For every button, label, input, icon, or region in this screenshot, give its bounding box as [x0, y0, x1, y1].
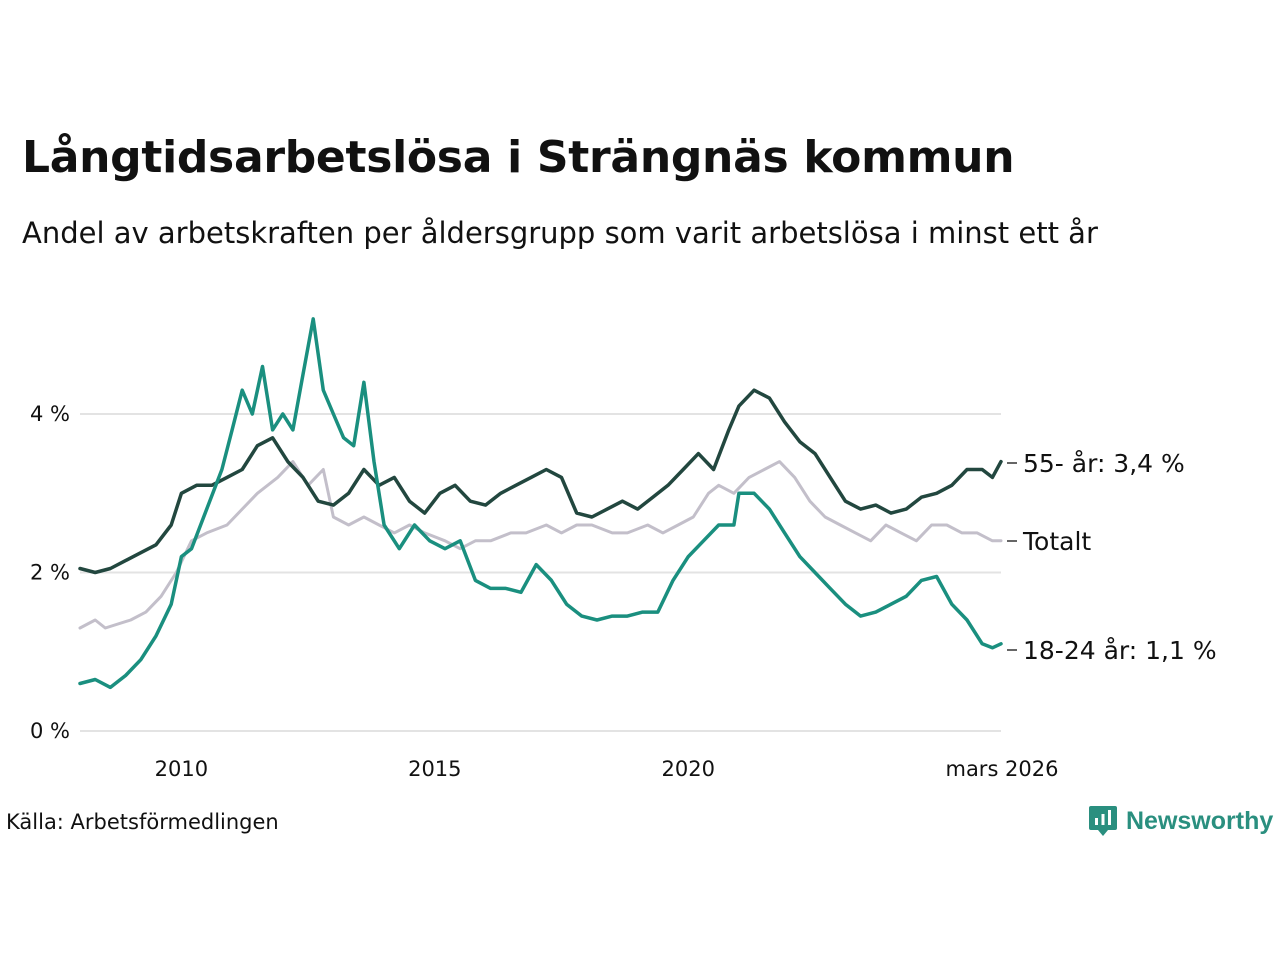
end-label-totalt: Totalt: [1022, 527, 1091, 556]
x-tick-label: mars 2026: [945, 757, 1058, 781]
brand-name: Newsworthy: [1126, 806, 1274, 835]
y-tick-label: 0 %: [30, 719, 70, 743]
newsworthy-logo-icon: [1089, 806, 1117, 836]
chart-subtitle: Andel av arbetskraften per åldersgrupp s…: [22, 216, 1098, 250]
gridlines: [80, 413, 1001, 732]
series-lines: [78, 317, 1003, 690]
y-tick-label: 4 %: [30, 402, 70, 426]
end-label-55-plus: 55- år: 3,4 %: [1023, 449, 1185, 478]
y-axis-tick-labels: 0 % 2 % 4 %: [30, 402, 70, 743]
series-end-labels: Totalt 55- år: 3,4 % 18-24 år: 1,1 %: [1007, 449, 1217, 665]
y-tick-label: 2 %: [30, 561, 70, 585]
x-tick-label: 2020: [662, 757, 715, 781]
chart-title: Långtidsarbetslösa i Strängnäs kommun: [22, 132, 1015, 183]
x-tick-label: 2010: [155, 757, 208, 781]
x-tick-label: 2015: [408, 757, 461, 781]
brand-logo: Newsworthy: [1088, 804, 1273, 838]
series-line-55-plus: [78, 388, 1003, 575]
x-axis-tick-labels: 2010 2015 2020 mars 2026: [155, 757, 1059, 781]
series-line-totalt: [78, 460, 1003, 630]
source-note: Källa: Arbetsförmedlingen: [6, 810, 279, 834]
end-label-18-24: 18-24 år: 1,1 %: [1023, 636, 1217, 665]
series-line-18-24: [78, 317, 1003, 690]
